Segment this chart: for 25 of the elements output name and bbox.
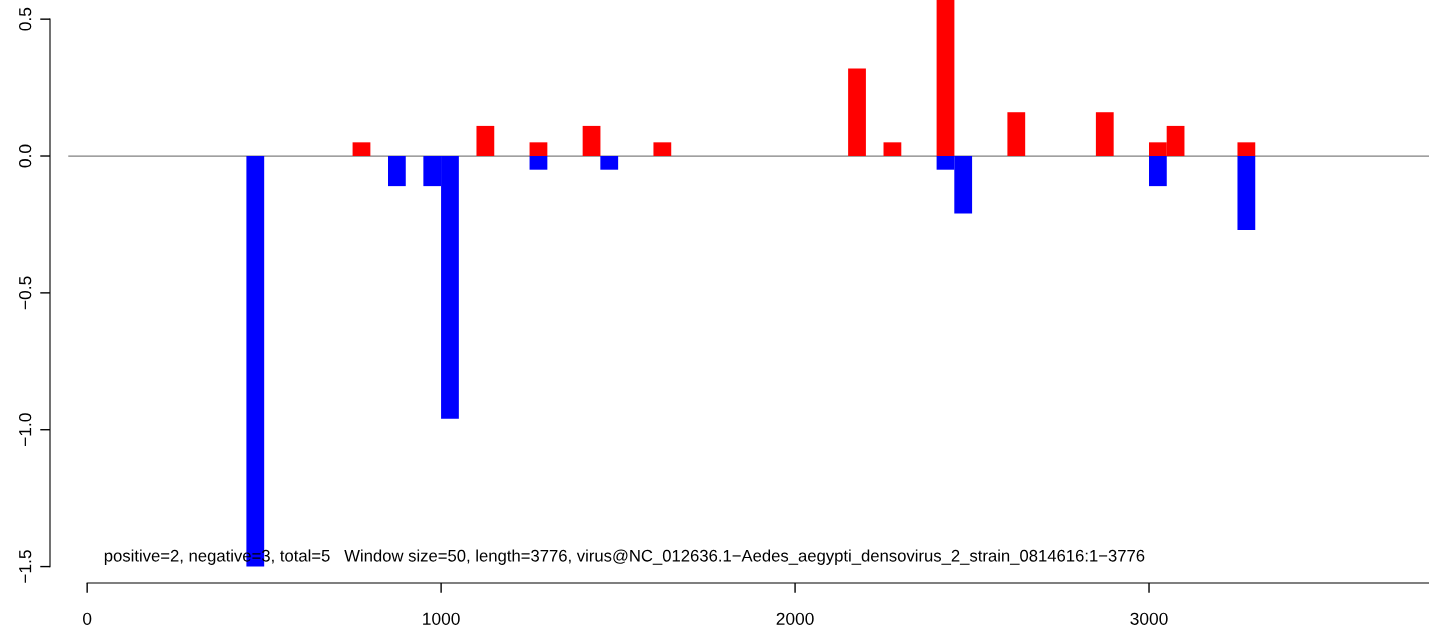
bar: [529, 156, 548, 170]
bar: [936, 0, 955, 157]
y-tick-label: 0.0: [19, 144, 32, 168]
bar: [1237, 156, 1256, 230]
x-tick-label: 2000: [776, 612, 814, 625]
bar: [653, 142, 672, 157]
bar: [476, 125, 495, 157]
bar: [1148, 156, 1167, 187]
y-tick-label: 0.5: [19, 7, 32, 31]
bar: [352, 142, 371, 157]
x-tick-label: 3000: [1130, 612, 1168, 625]
bar: [1095, 112, 1114, 157]
bar: [848, 68, 866, 157]
y-tick-label: −1.5: [19, 550, 32, 583]
x-tick-label: 1000: [423, 612, 460, 625]
y-tick-label: −1.0: [19, 413, 32, 446]
bar: [600, 156, 619, 170]
x-tick-label: 0: [83, 612, 92, 625]
bar: [1007, 112, 1026, 157]
bar: [883, 142, 902, 157]
bar: [1237, 142, 1256, 157]
y-tick-label: −0.5: [19, 276, 32, 310]
bar: [529, 142, 548, 157]
bar: [387, 156, 406, 187]
bar: [582, 125, 601, 157]
